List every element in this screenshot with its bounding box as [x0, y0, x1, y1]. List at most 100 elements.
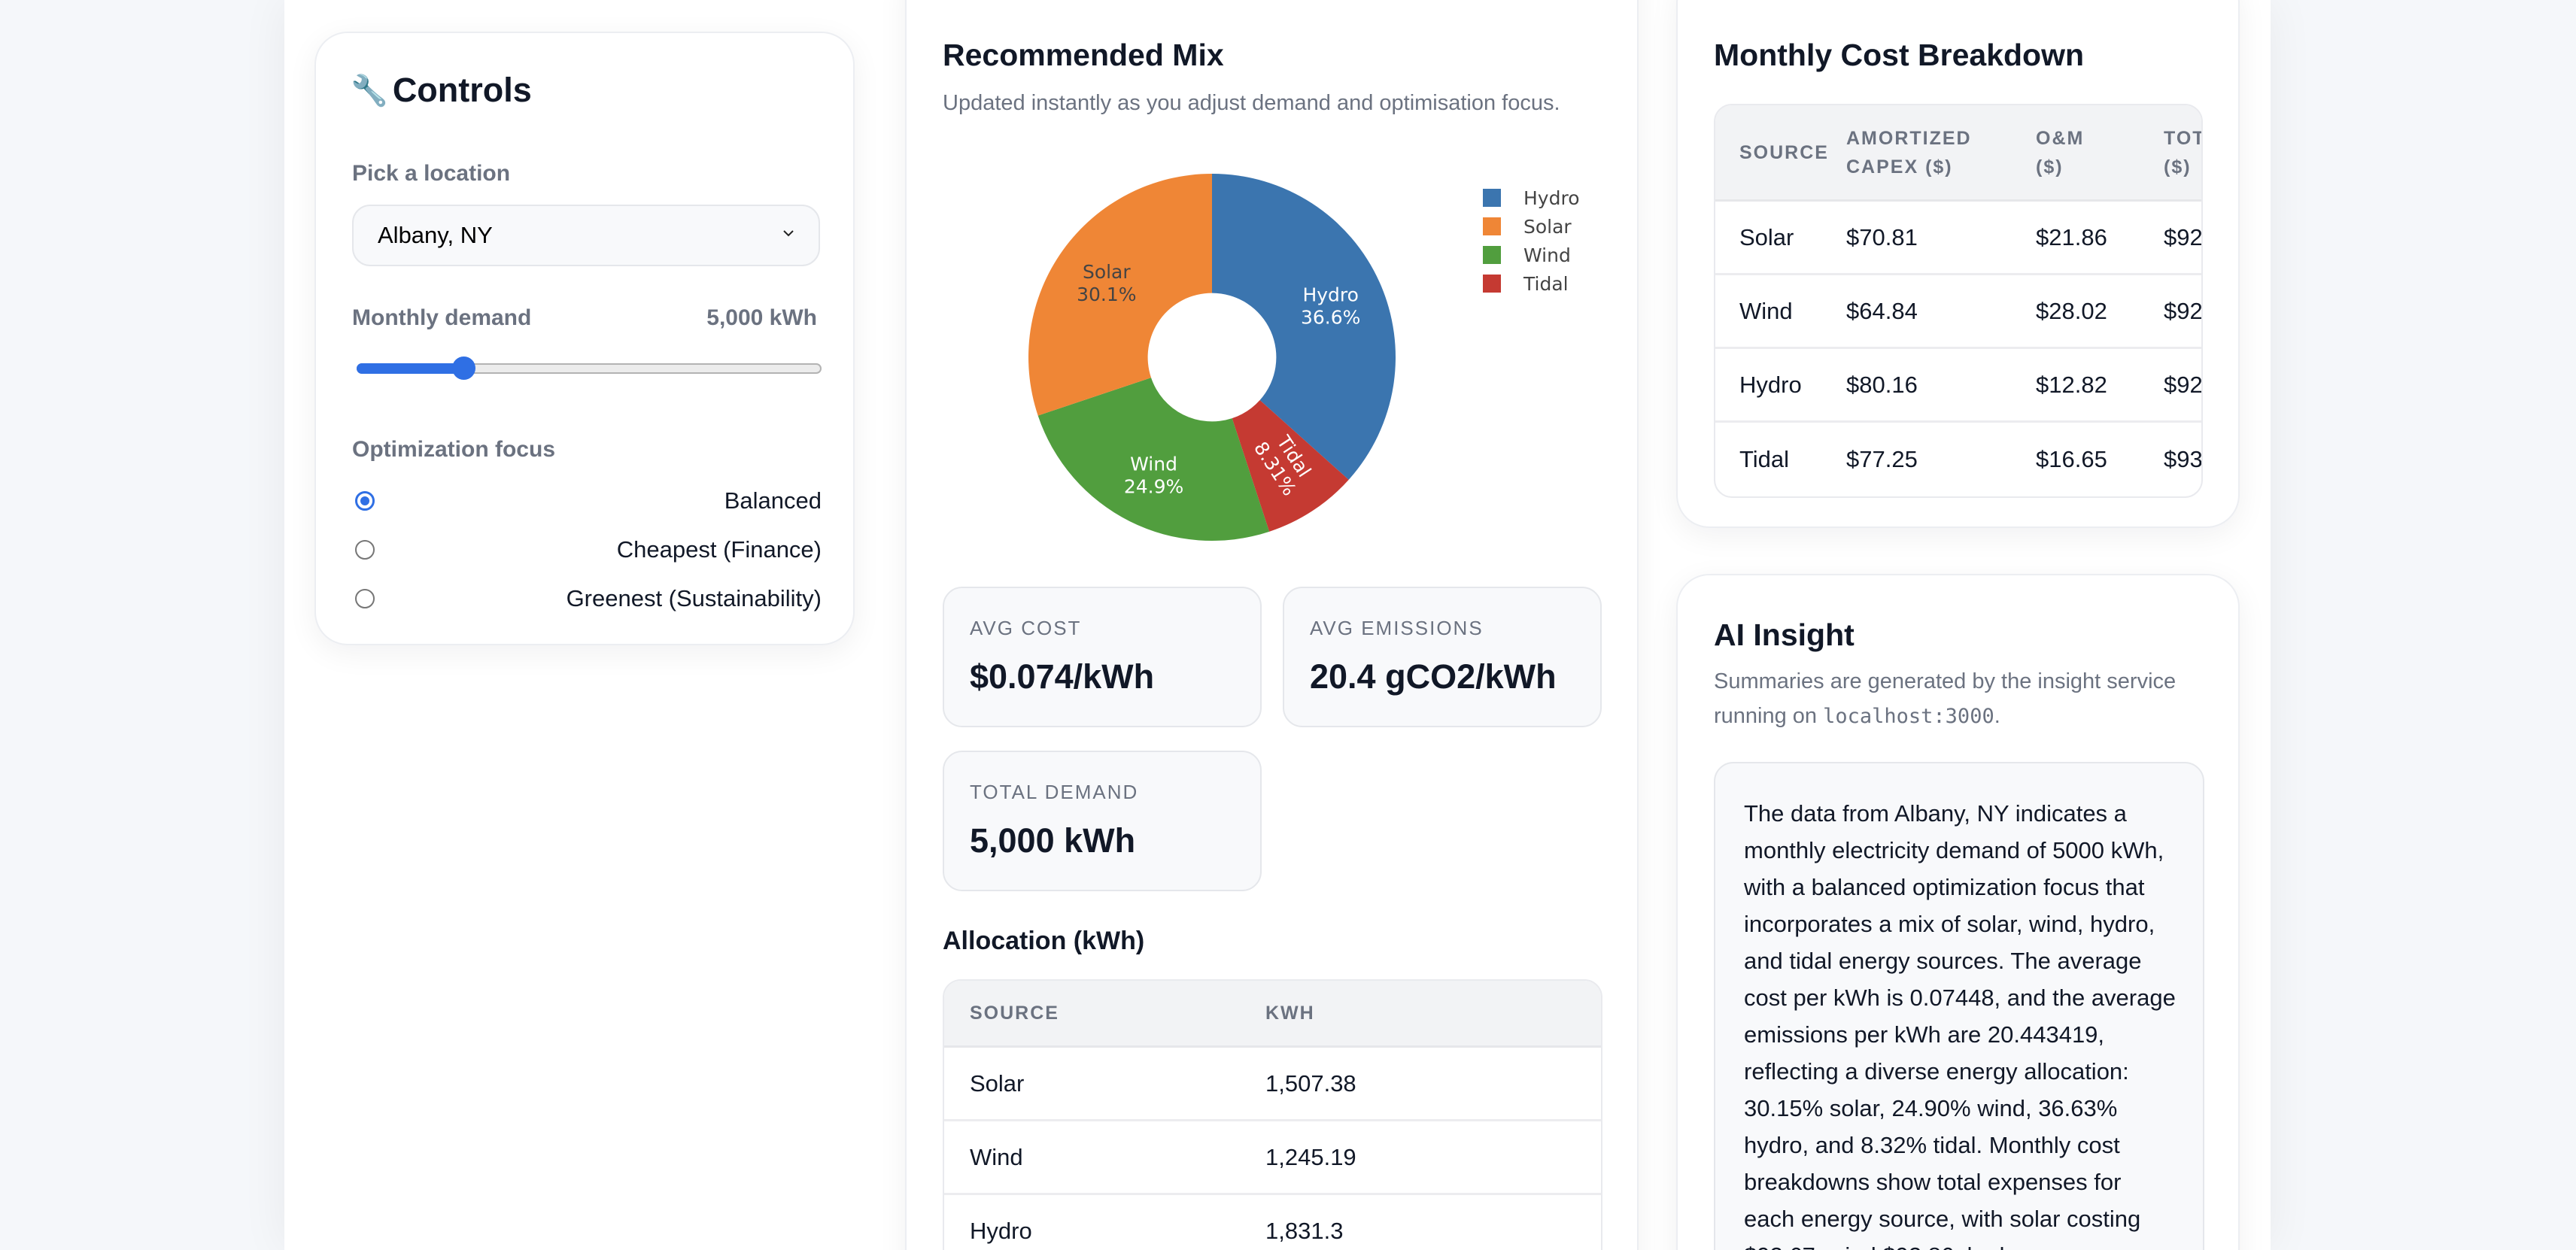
- slice-label-percent: 36.6%: [1301, 307, 1360, 329]
- wrench-icon: 🔧: [351, 73, 388, 108]
- insight-summary-box: The data from Albany, NY indicates a mon…: [1714, 762, 2204, 1250]
- demand-label: Monthly demand: [352, 305, 532, 330]
- focus-label: Optimization focus: [352, 437, 555, 462]
- cell-source: Solar: [970, 1069, 1025, 1097]
- slice-label-percent: 30.1%: [1077, 284, 1136, 305]
- slice-tidal[interactable]: [1232, 399, 1349, 532]
- slice-label-name: Solar: [1083, 261, 1131, 283]
- cell-total: $92.98: [2164, 371, 2203, 398]
- cost-title: Monthly Cost Breakdown: [1714, 38, 2085, 72]
- column-header-om: O&M ($): [2036, 127, 2085, 177]
- table-body: Solar $70.81 $21.86 $92.67 Wind $64.84 $28.02 $…: [1715, 202, 2203, 496]
- mix-subtitle: Updated instantly as you adjust demand a…: [943, 91, 1560, 115]
- stat-avg-cost: AVG COST $0.074/kWh: [943, 587, 1262, 727]
- controls-title-text: Controls: [392, 71, 532, 109]
- mix-title: Recommended Mix: [943, 38, 1224, 72]
- table-row: Hydro $80.16 $12.82 $92.98: [1715, 349, 2203, 423]
- cell-om: $12.82: [2036, 371, 2107, 398]
- stat-value: 5,000 kWh: [970, 821, 1136, 860]
- cell-om: $28.02: [2036, 297, 2107, 324]
- location-select[interactable]: Albany, NY: [352, 205, 820, 266]
- controls-panel: 🔧 Controls Pick a location Albany, NY Mo…: [314, 32, 855, 645]
- insight-subtitle-text: Summaries are generated by the insight s…: [1714, 669, 2177, 728]
- demand-value: 5,000 kWh: [706, 305, 817, 330]
- slice-solar[interactable]: [1028, 174, 1212, 416]
- cell-total: $93.90: [2164, 446, 2203, 472]
- column-header-amortized-capex: AMORTIZED CAPEX ($): [1846, 127, 1972, 177]
- stat-value: $0.074/kWh: [970, 657, 1155, 696]
- slice-wind[interactable]: [1037, 378, 1270, 541]
- stat-label: AVG EMISSIONS: [1310, 617, 1484, 639]
- column-header-source: SOURCE: [1739, 141, 1829, 163]
- radio-label: Balanced: [724, 487, 822, 514]
- focus-option-balanced[interactable]: Balanced: [352, 484, 822, 517]
- radio-button[interactable]: [355, 540, 375, 560]
- table-header: SOURCE KWH: [944, 981, 1601, 1048]
- slider-fill: [357, 363, 464, 374]
- slice-hydro[interactable]: [1212, 174, 1396, 480]
- location-label: Pick a location: [352, 161, 511, 186]
- cell-amortized-capex: $77.25: [1846, 446, 1918, 472]
- radio-label: Greenest (Sustainability): [566, 585, 822, 611]
- allocation-title: Allocation (kWh): [943, 927, 1145, 955]
- table-row: Hydro 1,831.3: [944, 1195, 1601, 1250]
- table-body: Solar 1,507.38 Wind 1,245.19 Hydro 1,831.3: [944, 1048, 1601, 1250]
- insight-subtitle: Summaries are generated by the insight s…: [1714, 664, 2210, 734]
- radio-label: Cheapest (Finance): [616, 536, 822, 563]
- table-row: Tidal $77.25 $16.65 $93.90: [1715, 423, 2203, 496]
- slice-label-name: Hydro: [1302, 284, 1359, 306]
- cell-source: Hydro: [970, 1217, 1032, 1244]
- cell-amortized-capex: $64.84: [1846, 297, 1918, 324]
- stat-avg-emissions: AVG EMISSIONS 20.4 gCO2/kWh: [1283, 587, 1602, 727]
- cell-source: Wind: [970, 1143, 1023, 1170]
- cell-om: $16.65: [2036, 446, 2107, 472]
- table-row: Wind $64.84 $28.02 $92.86: [1715, 275, 2203, 349]
- stat-total-demand: TOTAL DEMAND 5,000 kWh: [943, 751, 1262, 891]
- insight-title: AI Insight: [1714, 617, 1855, 652]
- cell-kwh: 1,245.19: [1265, 1143, 1356, 1170]
- slice-label-percent: 24.9%: [1124, 475, 1183, 497]
- cell-source: Tidal: [1739, 446, 1790, 472]
- cell-kwh: 1,507.38: [1265, 1069, 1356, 1097]
- insight-summary-text: The data from Albany, NY indicates a mon…: [1744, 800, 2176, 1250]
- cell-source: Solar: [1739, 223, 1794, 250]
- table-row: Solar 1,507.38: [944, 1048, 1601, 1121]
- cell-total: $92.86: [2164, 297, 2203, 324]
- cell-amortized-capex: $70.81: [1846, 223, 1918, 250]
- insight-service-address: localhost:3000: [1823, 705, 1994, 728]
- controls-title: 🔧 Controls: [351, 71, 532, 110]
- radio-button[interactable]: [355, 589, 375, 608]
- table-row: Solar $70.81 $21.86 $92.67: [1715, 202, 2201, 275]
- cell-amortized-capex: $80.16: [1846, 371, 1918, 398]
- cell-source: Hydro: [1739, 371, 1802, 398]
- recommended-mix-panel: Recommended Mix Updated instantly as you…: [905, 0, 1639, 1250]
- column-header-total: TOTAL($): [2164, 127, 2201, 177]
- stat-label: AVG COST: [970, 617, 1082, 639]
- slider-thumb[interactable]: [452, 356, 476, 380]
- cell-source: Wind: [1739, 297, 1793, 324]
- focus-option-cheapest[interactable]: Cheapest (Finance): [352, 533, 822, 566]
- cost-breakdown-panel: Monthly Cost Breakdown SOURCE AMORTIZED CA…: [1676, 0, 2240, 528]
- column-header-source: SOURCE: [970, 1003, 1059, 1024]
- chevron-down-icon: [783, 230, 794, 237]
- slice-label-name: Wind: [1130, 453, 1177, 475]
- column-header-kwh: KWH: [1265, 1003, 1315, 1024]
- ai-insight-panel: AI Insight Summaries are generated by th…: [1676, 574, 2240, 1250]
- cell-kwh: 1,831.3: [1265, 1217, 1344, 1244]
- focus-option-greenest[interactable]: Greenest (Sustainability): [352, 582, 822, 615]
- insight-subtitle-end: .: [1994, 704, 2000, 728]
- stat-label: TOTAL DEMAND: [970, 781, 1139, 803]
- stat-value: 20.4 gCO2/kWh: [1310, 657, 1557, 696]
- radio-button[interactable]: [355, 491, 375, 511]
- allocation-table: SOURCE KWH Solar 1,507.38 Wind 1,245.19 Hydr…: [943, 979, 1602, 1250]
- demand-slider[interactable]: [357, 356, 822, 381]
- table-row: Wind 1,245.19: [944, 1121, 1601, 1195]
- cell-om: $21.86: [2036, 223, 2107, 250]
